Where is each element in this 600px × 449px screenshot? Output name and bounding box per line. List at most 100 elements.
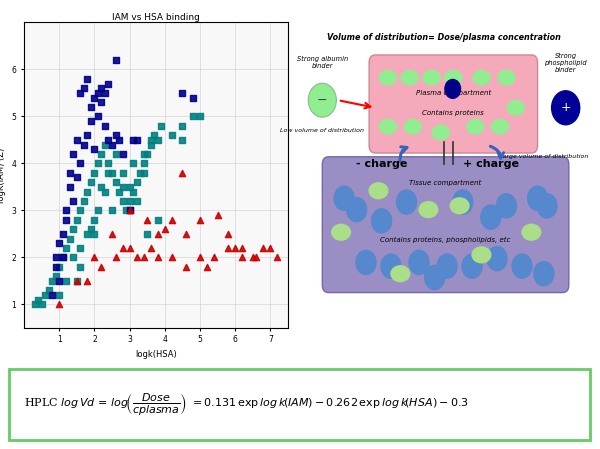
FancyBboxPatch shape xyxy=(322,157,569,293)
Point xyxy=(93,160,103,167)
Point xyxy=(68,150,78,158)
Circle shape xyxy=(445,79,461,98)
Point xyxy=(51,263,61,270)
Point xyxy=(100,122,110,129)
Point xyxy=(89,230,99,238)
Point xyxy=(178,169,187,176)
Ellipse shape xyxy=(379,70,397,85)
Text: Volume of distribution= Dose/plasma concentration: Volume of distribution= Dose/plasma conc… xyxy=(327,34,561,43)
Point xyxy=(111,57,121,64)
Point xyxy=(79,198,89,205)
Point xyxy=(72,277,82,284)
Ellipse shape xyxy=(445,70,462,85)
Point xyxy=(58,230,68,238)
Point xyxy=(97,183,106,190)
Point xyxy=(132,179,142,186)
Ellipse shape xyxy=(507,101,524,115)
Point xyxy=(125,183,134,190)
Circle shape xyxy=(487,247,507,271)
Point xyxy=(58,254,68,261)
Point xyxy=(146,141,155,148)
Point xyxy=(68,225,78,233)
Point xyxy=(97,99,106,106)
Circle shape xyxy=(356,251,376,274)
Ellipse shape xyxy=(401,70,418,85)
Point xyxy=(97,263,106,270)
Point xyxy=(139,254,148,261)
Point xyxy=(160,225,170,233)
Point xyxy=(125,244,134,251)
Text: Contains proteins, phospholipids, etc: Contains proteins, phospholipids, etc xyxy=(380,237,511,243)
Point xyxy=(72,136,82,144)
Point xyxy=(111,254,121,261)
Ellipse shape xyxy=(467,119,484,134)
Circle shape xyxy=(462,254,482,278)
Point xyxy=(86,225,95,233)
Ellipse shape xyxy=(423,70,440,85)
Point xyxy=(118,183,127,190)
Point xyxy=(104,80,113,87)
Point xyxy=(83,188,92,195)
Point xyxy=(167,254,176,261)
Text: −: − xyxy=(317,94,328,107)
Point xyxy=(251,254,261,261)
Point xyxy=(125,198,134,205)
Point xyxy=(72,174,82,181)
Circle shape xyxy=(425,265,445,290)
Circle shape xyxy=(534,262,554,286)
Point xyxy=(178,89,187,97)
Point xyxy=(97,84,106,92)
Point xyxy=(61,244,71,251)
Point xyxy=(188,94,198,101)
Circle shape xyxy=(437,254,457,278)
Point xyxy=(153,136,163,144)
Circle shape xyxy=(481,205,501,229)
Point xyxy=(89,216,99,223)
Point xyxy=(139,169,148,176)
Point xyxy=(111,179,121,186)
Point xyxy=(238,244,247,251)
Point xyxy=(181,263,191,270)
Point xyxy=(118,244,127,251)
Point xyxy=(89,169,99,176)
Point xyxy=(149,132,159,139)
Point xyxy=(132,254,142,261)
Point xyxy=(238,254,247,261)
Point xyxy=(93,113,103,120)
Point xyxy=(76,207,85,214)
Point xyxy=(139,150,148,158)
Point xyxy=(223,230,233,238)
Point xyxy=(93,207,103,214)
Circle shape xyxy=(409,251,429,274)
Ellipse shape xyxy=(522,224,541,240)
Circle shape xyxy=(551,91,580,125)
Point xyxy=(83,75,92,83)
Point xyxy=(33,296,43,303)
Point xyxy=(68,254,78,261)
Point xyxy=(44,286,53,294)
Point xyxy=(178,122,187,129)
Point xyxy=(51,254,61,261)
Point xyxy=(65,235,74,242)
Point xyxy=(47,277,57,284)
Ellipse shape xyxy=(391,266,410,282)
Circle shape xyxy=(527,186,548,210)
Text: Large volume of distribution: Large volume of distribution xyxy=(499,154,589,159)
Point xyxy=(136,169,145,176)
Ellipse shape xyxy=(473,70,490,85)
Ellipse shape xyxy=(379,119,397,134)
Point xyxy=(65,169,74,176)
Point xyxy=(167,132,176,139)
Point xyxy=(86,118,95,125)
Ellipse shape xyxy=(404,119,421,134)
Point xyxy=(111,150,121,158)
Ellipse shape xyxy=(498,70,515,85)
Ellipse shape xyxy=(472,247,491,263)
Point xyxy=(266,244,275,251)
Text: + charge: + charge xyxy=(463,159,519,169)
Point xyxy=(79,84,89,92)
Point xyxy=(213,211,223,219)
Point xyxy=(195,216,205,223)
Point xyxy=(76,160,85,167)
Point xyxy=(55,263,64,270)
